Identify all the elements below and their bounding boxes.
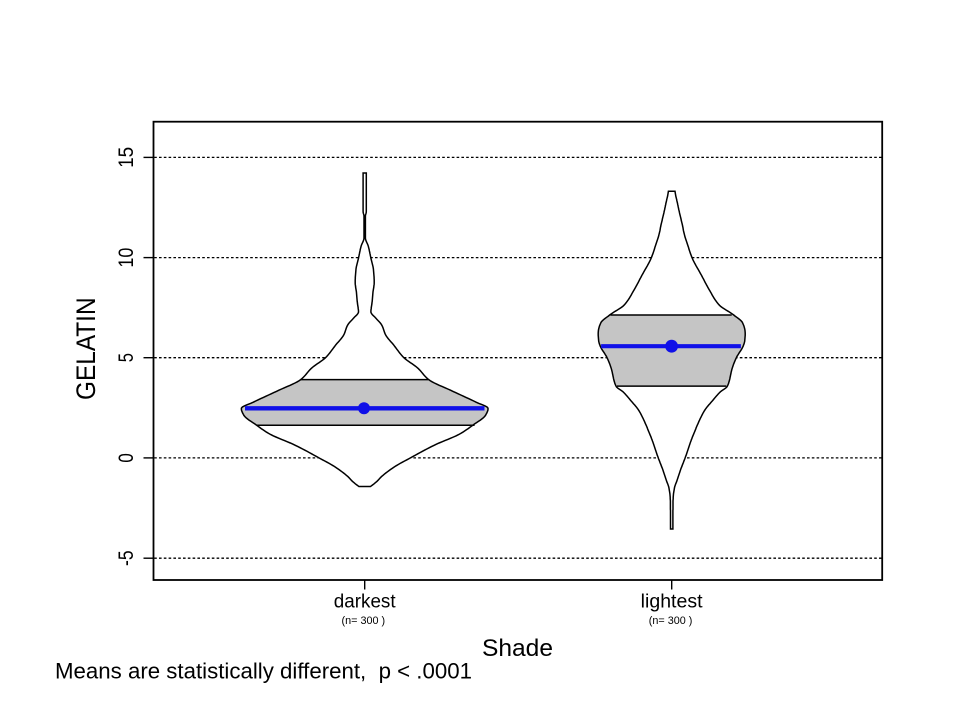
svg-text:15: 15 [115,147,138,168]
svg-text:darkest: darkest [334,591,397,612]
svg-text:Shade: Shade [482,635,553,662]
svg-text:(n= 300 ): (n= 300 ) [342,615,386,627]
svg-text:lightest: lightest [641,591,704,612]
svg-text:GELATIN: GELATIN [71,297,101,400]
svg-text:(n= 300 ): (n= 300 ) [649,615,693,627]
svg-text:10: 10 [115,248,138,268]
svg-text:5: 5 [115,353,138,362]
svg-text:0: 0 [115,453,138,462]
svg-text:-5: -5 [115,550,138,566]
svg-text:Means are statistically differ: Means are statistically different, p < .… [55,658,472,683]
